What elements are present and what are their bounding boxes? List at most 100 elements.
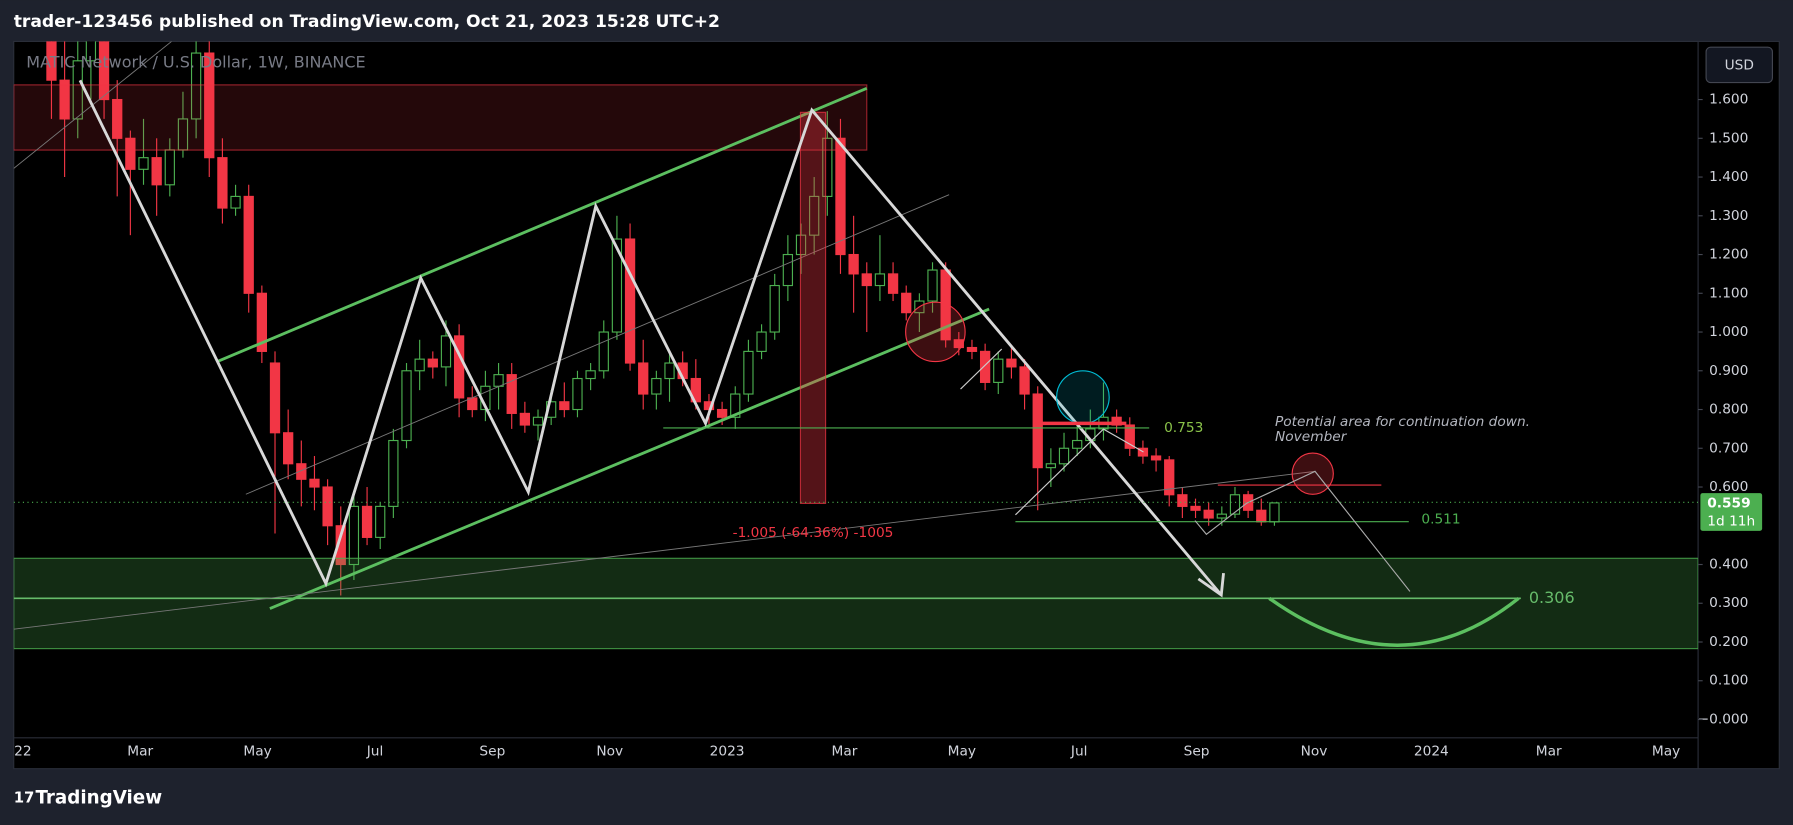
drawings xyxy=(13,41,1699,650)
candle-body xyxy=(269,362,281,434)
candle-body xyxy=(769,284,780,333)
y-tick-label: 0.300 xyxy=(1709,595,1748,611)
level-label: 0.511 xyxy=(1421,511,1460,527)
measure-range xyxy=(799,111,827,504)
x-tick-label: May xyxy=(1652,744,1680,760)
candle-body xyxy=(1019,366,1030,395)
candle-body xyxy=(348,505,360,566)
candle-body xyxy=(85,41,97,62)
channel-lower xyxy=(269,307,990,610)
candle-body xyxy=(256,292,268,352)
channel-upper xyxy=(216,87,868,363)
y-tick-label: 0.800 xyxy=(1709,402,1748,418)
candle-body xyxy=(1072,439,1083,449)
note: Potential area for continuation down. xyxy=(1275,414,1530,430)
candle-body xyxy=(1032,393,1043,469)
candle-body xyxy=(1177,494,1188,507)
measure-label: -1.005 (-64.36%) -1005 xyxy=(733,525,894,541)
candle-body xyxy=(716,408,728,418)
candle-body xyxy=(598,331,609,372)
target-label: 0.306 xyxy=(1529,588,1575,607)
circle xyxy=(1291,452,1334,495)
candle-body xyxy=(414,358,425,372)
candle-body xyxy=(927,269,938,302)
x-tick-label: Sep xyxy=(1184,744,1210,760)
zigzag xyxy=(78,79,1223,596)
x-tick-label: Nov xyxy=(596,744,623,760)
candle-body xyxy=(822,137,833,197)
countdown: 1d 11h xyxy=(1707,514,1755,530)
candle-body xyxy=(506,374,517,414)
y-tick-label: 0.200 xyxy=(1709,634,1748,650)
candle-body xyxy=(1256,509,1267,523)
y-tick-label: 1.200 xyxy=(1709,247,1748,263)
x-tick-label: May xyxy=(243,744,271,760)
trend-line xyxy=(245,194,950,495)
candle-body xyxy=(519,412,531,426)
candle-body xyxy=(283,432,294,465)
candle-body xyxy=(427,358,438,368)
y-tick-label: 1.300 xyxy=(1709,208,1748,224)
last-price: 0.559 xyxy=(1707,495,1750,511)
candle-body xyxy=(440,335,452,368)
candle-body xyxy=(572,377,583,411)
price-tag xyxy=(1700,493,1763,531)
candle-body xyxy=(296,463,307,480)
currency-button[interactable] xyxy=(1705,46,1773,84)
trend-line xyxy=(13,470,1316,630)
candle-body xyxy=(151,157,162,186)
candle-body xyxy=(848,253,859,275)
demand-zone xyxy=(13,557,1699,650)
candle-body xyxy=(782,253,794,287)
candle-body xyxy=(887,273,899,294)
candle-body xyxy=(585,370,596,380)
candle-body xyxy=(1216,513,1227,519)
candle-body xyxy=(611,238,623,333)
x-tick-label: May xyxy=(948,744,976,760)
flag xyxy=(1015,428,1144,516)
y-tick-label: 0.700 xyxy=(1709,440,1748,456)
supply-zone xyxy=(13,84,868,151)
candle-body xyxy=(901,292,912,314)
candle-body xyxy=(1124,424,1135,449)
candle-body xyxy=(375,505,386,538)
x-tick-label: Mar xyxy=(1536,744,1562,760)
candle-body xyxy=(204,52,215,159)
candle-body xyxy=(112,98,123,139)
y-tick-label: 1.100 xyxy=(1709,285,1748,301)
y-tick-label: 1.500 xyxy=(1709,130,1748,146)
x-tick-label: 22 xyxy=(14,744,31,760)
candle-body xyxy=(1150,455,1162,461)
currency-label[interactable]: USD xyxy=(1725,57,1754,73)
candle-body xyxy=(1190,505,1201,511)
x-tick-label: Mar xyxy=(127,744,153,760)
y-tick-label: 0.900 xyxy=(1709,363,1748,379)
y-tick-label: 1.000 xyxy=(1709,324,1748,340)
candle-body xyxy=(953,339,964,349)
note: November xyxy=(1275,429,1348,445)
circle xyxy=(1056,370,1110,424)
candle-body xyxy=(809,195,820,236)
candle-body xyxy=(59,79,70,120)
projection xyxy=(1194,470,1411,592)
candle-body xyxy=(743,350,754,395)
candle-body xyxy=(1164,459,1175,496)
candle-body xyxy=(46,41,57,81)
candle-body xyxy=(125,137,136,170)
candle-body xyxy=(217,157,228,209)
y-tick-label: 1.400 xyxy=(1709,169,1748,185)
candle-body xyxy=(164,149,175,186)
y-tick-label: 0.400 xyxy=(1709,557,1748,573)
candle-body xyxy=(361,505,373,538)
candle-body xyxy=(98,41,110,101)
logo-mark: 17 xyxy=(14,788,35,806)
candle-body xyxy=(388,439,399,507)
candle-body xyxy=(230,195,241,209)
candle-body xyxy=(309,478,320,488)
symbol-title: MATIC Network / U.S. Dollar, 1W, BINANCE xyxy=(26,53,365,72)
x-tick-label: Nov xyxy=(1301,744,1328,760)
arrow-head xyxy=(1197,573,1225,598)
candle-body xyxy=(138,157,149,170)
y-tick-label: 1.600 xyxy=(1709,92,1748,108)
